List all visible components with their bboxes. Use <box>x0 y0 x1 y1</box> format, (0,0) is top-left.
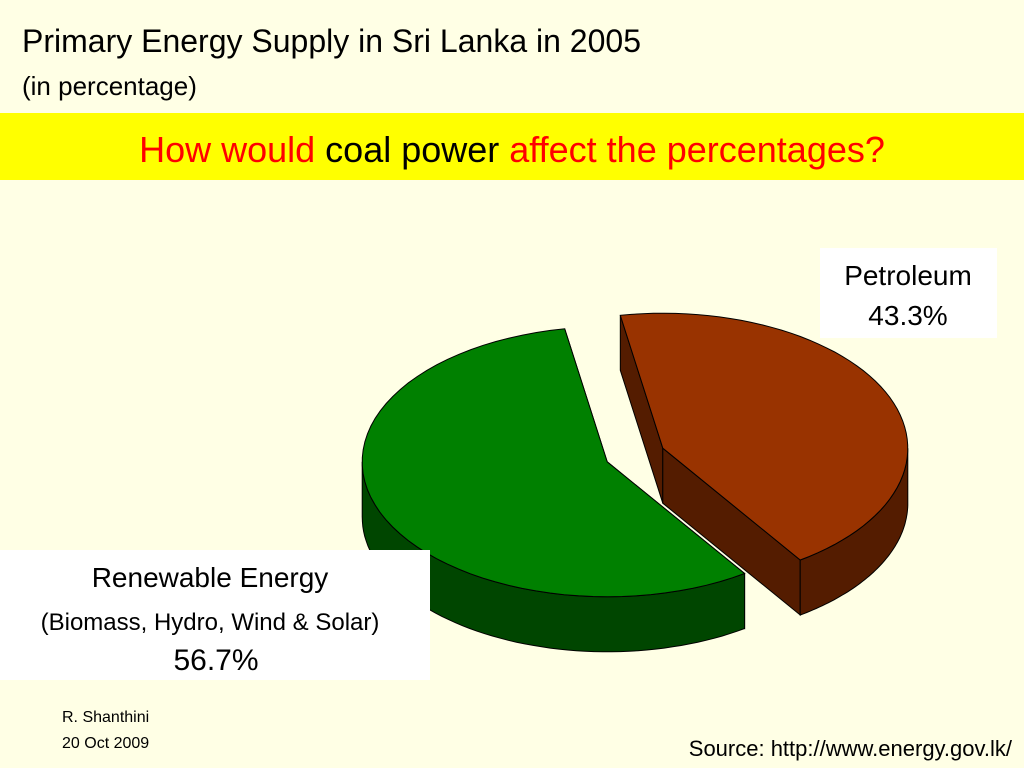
slice <box>361 328 746 598</box>
value-label: 56.7% <box>173 644 258 677</box>
question: How would coal power affect the percenta… <box>139 129 885 170</box>
question-part: How would <box>139 129 315 170</box>
annotation: (Biomass, Hydro, Wind & Solar) <box>41 609 380 636</box>
value-label: 43.3% <box>868 300 947 331</box>
slice <box>619 312 909 561</box>
title: Primary Energy Supply in Sri Lanka in 20… <box>22 23 641 59</box>
question-part: affect the percentages? <box>499 129 885 170</box>
subtitle: (in percentage) <box>22 71 197 101</box>
question-part: coal power <box>315 129 499 170</box>
label-box <box>0 550 430 680</box>
label-box <box>820 248 997 338</box>
author: R. Shanthini <box>62 709 149 726</box>
source: Source: http://www.energy.gov.lk/ <box>689 736 1013 761</box>
category-label: Petroleum <box>844 260 972 291</box>
banner <box>0 113 1024 180</box>
category-label: Renewable Energy <box>92 562 329 593</box>
date: 20 Oct 2009 <box>62 735 149 752</box>
pie <box>361 312 909 653</box>
